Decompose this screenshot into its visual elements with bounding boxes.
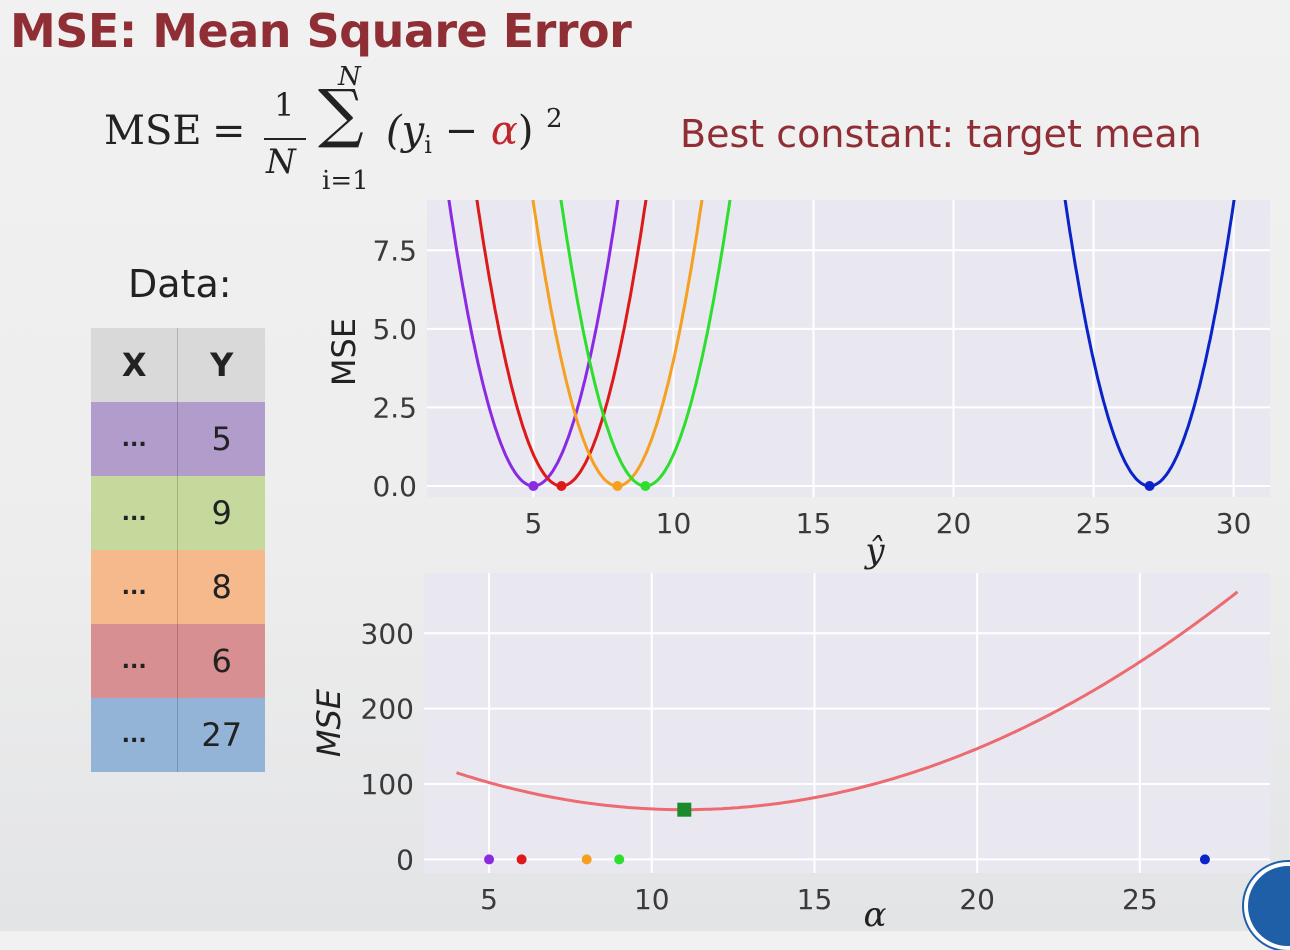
cell-y: 27 bbox=[201, 716, 243, 754]
best-constant-note: Best constant: target mean bbox=[680, 112, 1202, 156]
header-y: Y bbox=[177, 328, 265, 402]
mse-formula: MSE = 1 N N ∑ i=1 (yi − α) 2 bbox=[104, 62, 574, 207]
x-tick-label: 25 bbox=[1076, 507, 1112, 540]
x-tick-label: 10 bbox=[656, 507, 692, 540]
minimum-point bbox=[528, 481, 539, 491]
minimum-point bbox=[612, 481, 623, 491]
cell-y: 6 bbox=[211, 642, 232, 680]
formula-equals: = bbox=[212, 108, 246, 154]
minimum-point bbox=[1144, 481, 1155, 491]
table-row: ... 5 bbox=[91, 402, 265, 476]
term-close: ) bbox=[517, 108, 534, 154]
cell-y: 8 bbox=[211, 568, 232, 606]
target-point bbox=[516, 854, 527, 865]
chart-mse-vs-alpha: 5 10 15 20 25 0 100 200 300 α MSE bbox=[310, 573, 1270, 935]
y-axis-label: MSE bbox=[310, 688, 348, 757]
cell-x: ... bbox=[91, 402, 179, 476]
formula-denominator: N bbox=[266, 142, 296, 182]
x-tick-label: 20 bbox=[936, 507, 972, 540]
table-header-row: X Y bbox=[91, 328, 265, 402]
x-tick-label: 5 bbox=[525, 507, 543, 540]
term-open: (y bbox=[386, 108, 425, 154]
y-tick-label: 100 bbox=[361, 768, 414, 801]
sum-lower-limit: i=1 bbox=[322, 166, 369, 196]
sum-upper-limit: N bbox=[338, 62, 361, 92]
slide-title: MSE: Mean Square Error bbox=[10, 4, 632, 58]
table-row: ... 27 bbox=[91, 698, 265, 772]
cell-y: 5 bbox=[211, 420, 232, 458]
y-tick-label: 0 bbox=[396, 843, 414, 876]
x-tick-label: 10 bbox=[634, 883, 670, 916]
y-tick-label: 7.5 bbox=[372, 234, 417, 267]
fraction-bar bbox=[264, 138, 306, 140]
x-tick-label: 15 bbox=[797, 883, 833, 916]
table-row: ... 8 bbox=[91, 550, 265, 624]
y-axis-label: MSE bbox=[325, 318, 363, 386]
cell-y: 9 bbox=[211, 494, 232, 532]
cell-x: ... bbox=[91, 550, 179, 624]
header-x: X bbox=[91, 328, 179, 402]
cell-x: ... bbox=[91, 624, 179, 698]
term-alpha: α bbox=[490, 108, 518, 154]
x-axis-label: ŷ bbox=[863, 531, 885, 571]
x-tick-label: 20 bbox=[959, 883, 995, 916]
y-tick-label: 200 bbox=[361, 693, 414, 726]
mse-curve bbox=[456, 590, 1239, 812]
plot-area bbox=[424, 573, 1270, 873]
x-tick-label: 5 bbox=[480, 883, 498, 916]
y-tick-label: 0.0 bbox=[372, 470, 417, 503]
term-minus: − bbox=[431, 108, 491, 154]
formula-term: (yi − α) bbox=[386, 108, 533, 159]
formula-numerator: 1 bbox=[274, 86, 295, 124]
x-tick-label: 25 bbox=[1122, 883, 1158, 916]
x-tick-label: 15 bbox=[796, 507, 832, 540]
y-tick-label: 5.0 bbox=[372, 313, 417, 346]
table-row: ... 9 bbox=[91, 476, 265, 550]
table-row: ... 6 bbox=[91, 624, 265, 698]
minimum-point bbox=[640, 481, 651, 491]
minimum-marker bbox=[677, 802, 692, 817]
data-label: Data: bbox=[128, 262, 232, 306]
target-point bbox=[484, 854, 495, 865]
cell-x: ... bbox=[91, 698, 179, 772]
x-axis-label: α bbox=[864, 895, 887, 935]
x-tick-label: 30 bbox=[1216, 507, 1252, 540]
sum-symbol: ∑ bbox=[318, 77, 364, 151]
target-point bbox=[614, 854, 625, 865]
formula-power: 2 bbox=[546, 104, 563, 134]
minimum-point bbox=[556, 481, 567, 491]
y-tick-label: 300 bbox=[361, 617, 414, 650]
target-point bbox=[1199, 854, 1210, 865]
term-subscript: i bbox=[424, 131, 432, 159]
target-point bbox=[581, 854, 592, 865]
formula-lhs: MSE bbox=[104, 108, 202, 154]
plot-area bbox=[427, 200, 1270, 497]
data-table: X Y ... 5... 9... 8... 6... 27 bbox=[91, 328, 265, 772]
chart-mse-vs-yhat: 5 10 15 20 25 30 0.0 2.5 5.0 7.5 ŷ MSE bbox=[325, 200, 1270, 571]
cell-x: ... bbox=[91, 476, 179, 550]
y-tick-label: 2.5 bbox=[372, 391, 417, 424]
